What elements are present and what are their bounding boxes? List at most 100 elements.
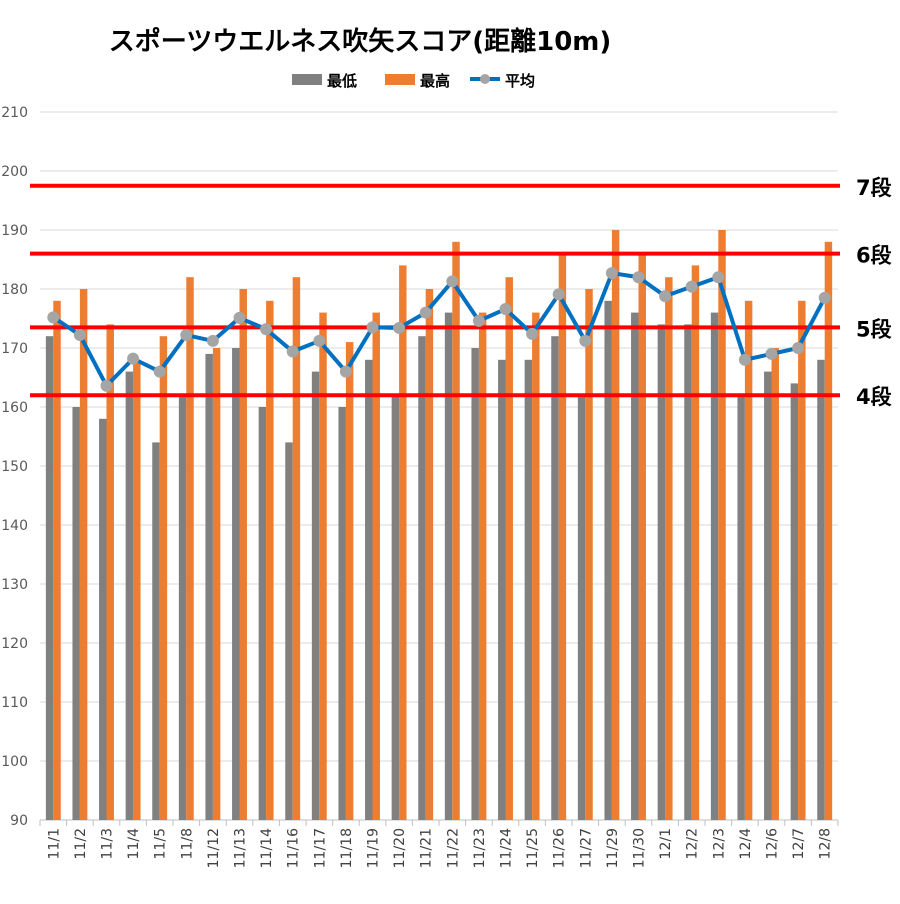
bar-max	[239, 289, 247, 820]
bar-max	[478, 312, 487, 820]
x-tick-label: 11/5	[153, 828, 169, 859]
bar-min	[391, 395, 400, 820]
bars	[45, 230, 833, 821]
bar-min	[471, 348, 479, 820]
x-tick-label: 11/1	[46, 828, 62, 859]
bar-max	[319, 312, 327, 820]
bar-min	[604, 300, 612, 820]
legend-label: 最高	[420, 72, 450, 90]
bar-min	[657, 324, 666, 820]
x-tick-label: 11/16	[286, 828, 302, 868]
bar-max	[79, 289, 88, 820]
bar-min	[178, 395, 187, 820]
bar-min	[524, 359, 533, 820]
bar-min	[764, 371, 772, 820]
y-axis: 90 100 110 120 130 140 150 160 170 180 190 200 210	[1, 105, 28, 829]
legend-swatch	[292, 74, 322, 85]
bar-max	[798, 300, 806, 820]
average-point	[632, 271, 645, 284]
bar-min	[338, 407, 346, 820]
bar-max	[266, 300, 274, 820]
x-tick-label: 11/13	[233, 828, 249, 868]
average-point	[419, 306, 432, 319]
average-point	[260, 323, 273, 336]
bar-max	[611, 230, 620, 820]
y-tick-label: 170	[1, 341, 28, 357]
bar-min	[444, 312, 453, 820]
bar-min	[125, 371, 134, 820]
average-point	[286, 345, 299, 358]
average-point	[206, 334, 219, 347]
average-point	[180, 329, 193, 342]
bar-max	[718, 230, 726, 820]
bar-min	[205, 353, 213, 820]
y-tick-label: 90	[10, 813, 28, 829]
x-tick-label: 12/7	[791, 828, 807, 859]
y-tick-label: 190	[1, 223, 28, 239]
average-point	[339, 365, 352, 378]
bar-max	[53, 300, 61, 820]
y-tick-label: 160	[1, 400, 28, 416]
average-point	[712, 271, 725, 284]
bar-min	[232, 348, 240, 820]
bar-min	[152, 442, 160, 820]
x-tick-label: 11/8	[179, 828, 195, 859]
bar-min	[577, 395, 586, 820]
average-series-line	[52, 271, 827, 388]
x-tick-label: 11/26	[552, 828, 568, 868]
reference-label: 4段	[856, 385, 892, 409]
average-point	[552, 288, 565, 301]
x-tick-label: 11/3	[100, 828, 116, 859]
bar-max	[372, 312, 380, 820]
average-line	[47, 267, 831, 392]
y-tick-label: 200	[1, 164, 28, 180]
bar-min	[418, 336, 426, 820]
average-point	[499, 303, 512, 316]
x-tick-label: 11/18	[339, 828, 355, 868]
bar-min	[710, 312, 719, 820]
bar-min	[99, 418, 107, 820]
average-point	[233, 311, 246, 324]
bar-min	[684, 324, 692, 820]
bar-max	[399, 265, 407, 820]
x-tick-label: 11/4	[126, 828, 142, 860]
average-point	[127, 352, 140, 365]
x-tick-label: 11/30	[632, 828, 648, 868]
x-tick-label: 11/14	[259, 828, 275, 868]
x-tick-label: 11/24	[499, 828, 515, 868]
average-point	[472, 314, 485, 327]
bar-max	[771, 348, 779, 820]
bar-max	[452, 241, 460, 821]
bar-max	[824, 241, 833, 821]
x-tick-label: 12/4	[738, 828, 754, 860]
x-tick-label: 11/20	[392, 828, 408, 868]
y-tick-label: 210	[1, 105, 28, 121]
bar-min	[45, 336, 54, 820]
average-point	[313, 334, 326, 347]
reference-label: 5段	[856, 317, 892, 341]
average-point	[579, 334, 592, 347]
bar-max	[558, 253, 567, 821]
bar-min	[258, 407, 267, 820]
bar-max	[186, 277, 194, 820]
legend-swatch	[385, 74, 415, 85]
bar-min	[737, 395, 745, 820]
gridlines	[40, 111, 838, 821]
average-point	[47, 311, 60, 324]
legend-label: 平均	[505, 72, 535, 90]
bar-min	[72, 407, 80, 820]
reference-label: 6段	[856, 244, 892, 268]
legend-swatch-marker	[480, 74, 490, 84]
x-axis: 11/1 11/2 11/3 11/4 11/5 11/8 11/12 11/13 11/14 1…	[39, 820, 839, 868]
average-point	[765, 347, 778, 360]
y-tick-label: 120	[1, 636, 28, 652]
average-point	[792, 342, 805, 354]
reference-label: 7段	[856, 176, 892, 200]
x-tick-label: 11/22	[445, 828, 461, 868]
y-tick-label: 140	[1, 518, 28, 534]
bar-min	[790, 383, 799, 820]
bar-min	[551, 336, 559, 820]
bar-max	[665, 277, 673, 820]
bar-max	[691, 265, 700, 820]
